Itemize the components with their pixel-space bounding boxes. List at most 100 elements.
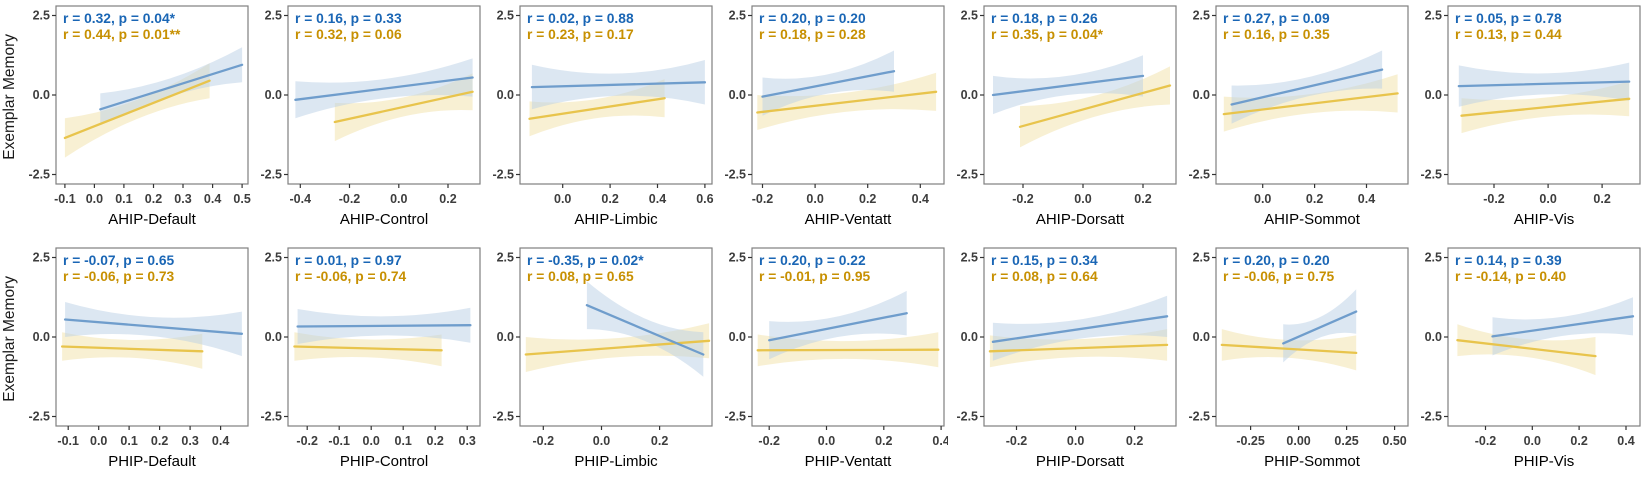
stats-text-gold: r = -0.06, p = 0.74 [295,269,407,284]
stats-text-gold: r = 0.44, p = 0.01** [63,27,181,42]
plot-area [756,50,938,130]
stats-text-gold: r = 0.32, p = 0.06 [295,27,402,42]
stats-text-gold: r = -0.01, p = 0.95 [759,269,871,284]
x-tick-label: 0.0 [1524,434,1541,448]
x-tick-label: 0.0 [86,192,103,206]
plot-area [988,295,1169,368]
stats-text-gold: r = 0.13, p = 0.44 [1455,27,1562,42]
x-tick-label: 0.0 [90,434,107,448]
stats-text-blue: r = 0.20, p = 0.20 [1223,253,1330,268]
y-tick-label: 0.0 [729,330,746,344]
stats-text-gold: r = -0.14, p = 0.40 [1455,269,1567,284]
x-axis-title: PHIP-Control [340,453,428,470]
regression-line-gold [1456,339,1597,358]
x-tick-label: 0.0 [1539,192,1556,206]
confidence-band-blue [1283,289,1357,363]
regression-line-blue [294,76,474,101]
regression-line-blue [991,74,1145,97]
x-tick-label: 0.2 [1126,434,1143,448]
stats-text-blue: r = 0.18, p = 0.26 [991,11,1098,26]
y-tick-label: 2.5 [1193,251,1210,265]
regression-line-gold [988,343,1169,353]
plot-area [1220,289,1358,371]
plot-area [294,58,474,142]
x-tick-label: 0.2 [427,434,444,448]
x-tick-label: 0.2 [151,434,168,448]
stats-text-gold: r = 0.16, p = 0.35 [1223,27,1330,42]
y-tick-label: 0.0 [497,330,514,344]
x-tick-label: 0.1 [395,434,412,448]
x-tick-label: -0.25 [1236,434,1265,448]
y-tick-label: 2.5 [1425,9,1442,23]
stats-text-blue: r = -0.07, p = 0.65 [63,253,175,268]
stats-text-blue: r = 0.16, p = 0.33 [295,11,402,26]
x-tick-label: 0.2 [439,192,456,206]
regression-line-blue [761,70,896,98]
x-tick-label: -0.1 [54,192,76,206]
x-axis-title: PHIP-Ventatt [805,453,893,470]
y-tick-label: -2.5 [956,410,978,424]
x-tick-label: 0.4 [649,192,666,206]
x-tick-label: 0.5 [233,192,250,206]
stats-text-gold: r = -0.06, p = 0.75 [1223,269,1335,284]
plot-area [528,60,707,137]
y-tick-label: -2.5 [1420,410,1442,424]
x-axis-title: AHIP-Limbic [574,211,658,228]
x-tick-label: 0.0 [1254,192,1271,206]
panel-phip-ventatt: 2.5 0.0 -2.5 -0.2 0.0 0.2 0.4 PHIP-Ventatt r = 0… [724,247,948,470]
y-tick-label: -2.5 [956,168,978,182]
x-tick-label: 0.4 [1358,192,1375,206]
x-tick-label: -0.1 [57,434,79,448]
regression-line-gold [756,348,940,352]
x-tick-label: -0.2 [533,434,555,448]
stats-text-blue: r = 0.32, p = 0.04* [63,11,176,26]
y-tick-label: -2.5 [492,410,514,424]
y-tick-label: -2.5 [28,410,50,424]
regression-line-gold [756,90,938,114]
stats-text-blue: r = 0.20, p = 0.20 [759,11,866,26]
y-tick-label: 2.5 [33,251,50,265]
x-tick-label: 0.2 [145,192,162,206]
y-tick-label: -2.5 [724,410,746,424]
y-axis-label-box-ahip: Exemplar Memory [0,0,20,242]
x-tick-label: 0.25 [1334,434,1358,448]
y-tick-label: 0.0 [961,88,978,102]
x-tick-label: -0.2 [1475,434,1497,448]
x-tick-label: 0.2 [1570,434,1587,448]
panel-phip-vis: 2.5 0.0 -2.5 -0.2 0.0 0.2 0.4 PHIP-Vis r = 0.14,… [1420,247,1641,470]
panel-phip-sommot: 2.5 0.0 -2.5 -0.25 0.00 0.25 0.50 PHIP-Sommot r … [1188,247,1409,470]
x-tick-label: -0.2 [1012,192,1034,206]
y-tick-label: 0.0 [1193,88,1210,102]
x-tick-label: 0.50 [1382,434,1406,448]
y-axis-label-box-phip: Exemplar Memory [0,242,20,484]
y-tick-label: 0.0 [1193,330,1210,344]
panel-ahip-default: 2.5 0.0 -2.5 -0.1 0.0 0.1 0.2 0.3 0.4 0.5 AHIP-Def… [28,5,251,228]
stats-text-blue: r = 0.27, p = 0.09 [1223,11,1330,26]
panel-phip-default: 2.5 0.0 -2.5 -0.1 0.0 0.1 0.2 0.3 0.4 PHIP-Defaul… [28,247,249,470]
y-tick-label: 0.0 [961,330,978,344]
x-tick-label: 0.0 [363,434,380,448]
regression-line-blue [1457,80,1631,88]
y-tick-label: 0.0 [265,88,282,102]
x-tick-label: 0.00 [1286,434,1310,448]
regression-line-blue [296,324,472,328]
x-tick-label: 0.4 [912,192,929,206]
confidence-band-blue [769,290,907,360]
regression-line-blue [99,63,244,111]
x-tick-label: -0.1 [328,434,350,448]
panel-phip-limbic: 2.5 0.0 -2.5 -0.2 0.0 0.2 PHIP-Limbic r = -0.35… [492,247,713,470]
regression-line-blue [1491,315,1635,338]
y-tick-label: 2.5 [729,9,746,23]
y-tick-label: -2.5 [1188,410,1210,424]
x-tick-label: 0.2 [601,192,618,206]
plot-area [63,47,244,158]
y-tick-label: 0.0 [1425,330,1442,344]
x-tick-label: -0.2 [758,434,780,448]
stats-text-gold: r = 0.23, p = 0.17 [527,27,634,42]
x-tick-label: -0.4 [290,192,312,206]
x-axis-title: AHIP-Control [340,211,428,228]
panel-ahip-vis: 2.5 0.0 -2.5 -0.2 0.0 0.2 AHIP-Vis r = 0.05, p … [1420,5,1641,228]
y-tick-label: -2.5 [28,168,50,182]
x-axis-title: AHIP-Dorsatt [1036,211,1125,228]
